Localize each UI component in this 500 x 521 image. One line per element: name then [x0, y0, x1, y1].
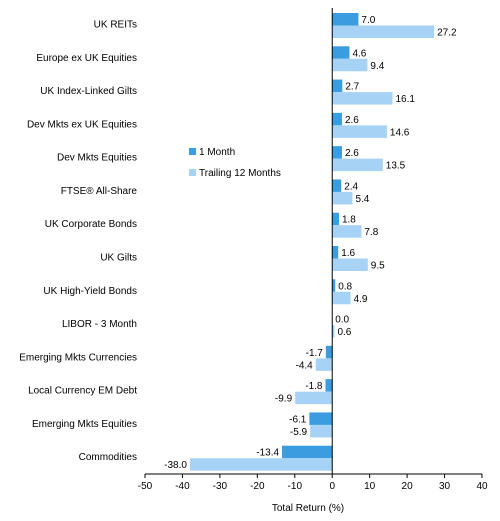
x-tick-label: 10	[364, 481, 376, 492]
legend-label-trailing-12-months: Trailing 12 Months	[199, 168, 281, 179]
legend-swatch-1-month	[189, 148, 196, 155]
bar-1-month-emerging-mkts-equities	[309, 412, 333, 425]
bar-trailing-12-months-libor-3-month	[332, 325, 335, 338]
x-tick-label: -50	[138, 481, 153, 492]
bar-trailing-12-months-uk-gilts	[332, 258, 368, 271]
bar-1-month-uk-gilts	[332, 246, 339, 259]
data-label-trailing-12-months-emerging-mkts-currencies: -4.4	[296, 360, 314, 371]
bar-1-month-emerging-mkts-currencies	[325, 345, 333, 359]
bar-1-month-local-currency-em-debt	[325, 379, 333, 392]
category-label-emerging-mkts-currencies: Emerging Mkts Currencies	[19, 352, 137, 363]
data-label-trailing-12-months-ftse-all-share: 5.4	[355, 194, 369, 205]
data-label-1-month-ftse-all-share: 2.4	[344, 181, 358, 192]
bar-trailing-12-months-uk-high-yield-bonds	[332, 291, 351, 305]
data-label-trailing-12-months-dev-mkts-equities: 13.5	[386, 161, 406, 172]
data-label-1-month-dev-mkts-equities: 2.6	[345, 148, 359, 159]
data-label-trailing-12-months-commodities: -38.0	[164, 460, 187, 471]
data-label-trailing-12-months-europe-ex-uk-equities: 9.4	[370, 61, 384, 72]
data-label-1-month-emerging-mkts-equities: -6.1	[289, 414, 307, 425]
category-label-ftse-all-share: FTSE® All-Share	[61, 186, 138, 197]
bar-1-month-uk-index-linked-gilts	[332, 79, 343, 93]
category-label-dev-mkts-ex-uk-equities: Dev Mkts ex UK Equities	[27, 119, 137, 130]
bar-trailing-12-months-commodities	[189, 458, 333, 471]
bar-1-month-uk-reits	[332, 13, 359, 26]
bar-trailing-12-months-dev-mkts-equities	[332, 158, 383, 172]
category-label-uk-corporate-bonds: UK Corporate Bonds	[45, 219, 137, 230]
bar-trailing-12-months-emerging-mkts-equities	[310, 424, 333, 438]
bar-1-month-dev-mkts-ex-uk-equities	[332, 112, 342, 126]
data-label-trailing-12-months-uk-corporate-bonds: 7.8	[364, 227, 378, 238]
category-label-europe-ex-uk-equities: Europe ex UK Equities	[36, 53, 137, 64]
data-label-trailing-12-months-emerging-mkts-equities: -5.9	[290, 427, 308, 438]
category-label-dev-mkts-equities: Dev Mkts Equities	[57, 153, 137, 164]
bar-1-month-ftse-all-share	[332, 179, 342, 192]
x-tick-label: 20	[402, 481, 414, 492]
data-label-1-month-uk-reits: 7.0	[361, 15, 375, 26]
category-label-uk-reits: UK REITs	[94, 20, 137, 31]
data-label-1-month-europe-ex-uk-equities: 4.6	[352, 48, 366, 59]
data-label-1-month-uk-high-yield-bonds: 0.8	[338, 281, 352, 292]
bar-trailing-12-months-uk-reits	[332, 25, 435, 38]
category-label-uk-gilts: UK Gilts	[100, 253, 137, 264]
data-label-1-month-emerging-mkts-currencies: -1.7	[306, 348, 324, 359]
x-tick-label: -30	[213, 481, 228, 492]
x-axis-title: Total Return (%)	[272, 503, 344, 514]
bar-1-month-uk-corporate-bonds	[332, 212, 339, 226]
bar-trailing-12-months-uk-index-linked-gilts	[332, 92, 393, 105]
bar-1-month-commodities	[282, 445, 333, 459]
legend-label-1-month: 1 Month	[199, 147, 235, 158]
category-label-local-currency-em-debt: Local Currency EM Debt	[28, 386, 137, 397]
category-label-libor-3-month: LIBOR - 3 Month	[62, 319, 137, 330]
data-label-trailing-12-months-dev-mkts-ex-uk-equities: 14.6	[390, 127, 410, 138]
data-label-1-month-commodities: -13.4	[256, 448, 279, 459]
labels-layer: UK REITs 7.0 27.2 Europe ex UK Equities 4.6 9…	[19, 15, 457, 471]
bar-trailing-12-months-ftse-all-share	[332, 191, 353, 205]
bar-1-month-uk-high-yield-bonds	[332, 279, 336, 292]
data-label-1-month-local-currency-em-debt: -1.8	[305, 381, 323, 392]
bars-layer	[189, 13, 435, 471]
x-tick-label: 0	[329, 481, 335, 492]
x-tick-label: -10	[288, 481, 303, 492]
x-axis: -50 -40 -30 -20 -10 0 10 20 30 40	[138, 8, 488, 492]
bar-1-month-dev-mkts-equities	[332, 146, 342, 159]
legend-swatch-trailing-12-months	[189, 169, 196, 176]
data-label-1-month-dev-mkts-ex-uk-equities: 2.6	[345, 115, 359, 126]
legend: 1 Month Trailing 12 Months	[189, 147, 281, 179]
data-label-trailing-12-months-libor-3-month: 0.6	[337, 327, 351, 338]
data-label-1-month-uk-corporate-bonds: 1.8	[342, 215, 356, 226]
data-label-trailing-12-months-uk-reits: 27.2	[437, 28, 457, 39]
category-label-commodities: Commodities	[79, 452, 137, 463]
bar-trailing-12-months-europe-ex-uk-equities	[332, 58, 368, 72]
data-label-1-month-uk-index-linked-gilts: 2.7	[345, 82, 359, 93]
bar-trailing-12-months-local-currency-em-debt	[295, 391, 333, 405]
data-label-trailing-12-months-uk-high-yield-bonds: 4.9	[354, 294, 368, 305]
category-label-emerging-mkts-equities: Emerging Mkts Equities	[32, 419, 137, 430]
bar-1-month-europe-ex-uk-equities	[332, 46, 350, 59]
bar-trailing-12-months-uk-corporate-bonds	[332, 225, 362, 238]
category-label-uk-high-yield-bonds: UK High-Yield Bonds	[43, 286, 137, 297]
bar-trailing-12-months-dev-mkts-ex-uk-equities	[332, 125, 387, 138]
data-label-1-month-libor-3-month: 0.0	[335, 315, 349, 326]
data-label-trailing-12-months-local-currency-em-debt: -9.9	[275, 394, 293, 405]
x-tick-label: -20	[250, 481, 265, 492]
data-label-trailing-12-months-uk-index-linked-gilts: 16.1	[396, 94, 416, 105]
category-label-uk-index-linked-gilts: UK Index-Linked Gilts	[40, 86, 137, 97]
bar-trailing-12-months-emerging-mkts-currencies	[315, 358, 333, 371]
data-label-1-month-uk-gilts: 1.6	[341, 248, 355, 259]
x-tick-label: 40	[476, 481, 488, 492]
x-tick-label: -40	[175, 481, 190, 492]
data-label-trailing-12-months-uk-gilts: 9.5	[371, 261, 385, 272]
x-tick-label: 30	[439, 481, 451, 492]
